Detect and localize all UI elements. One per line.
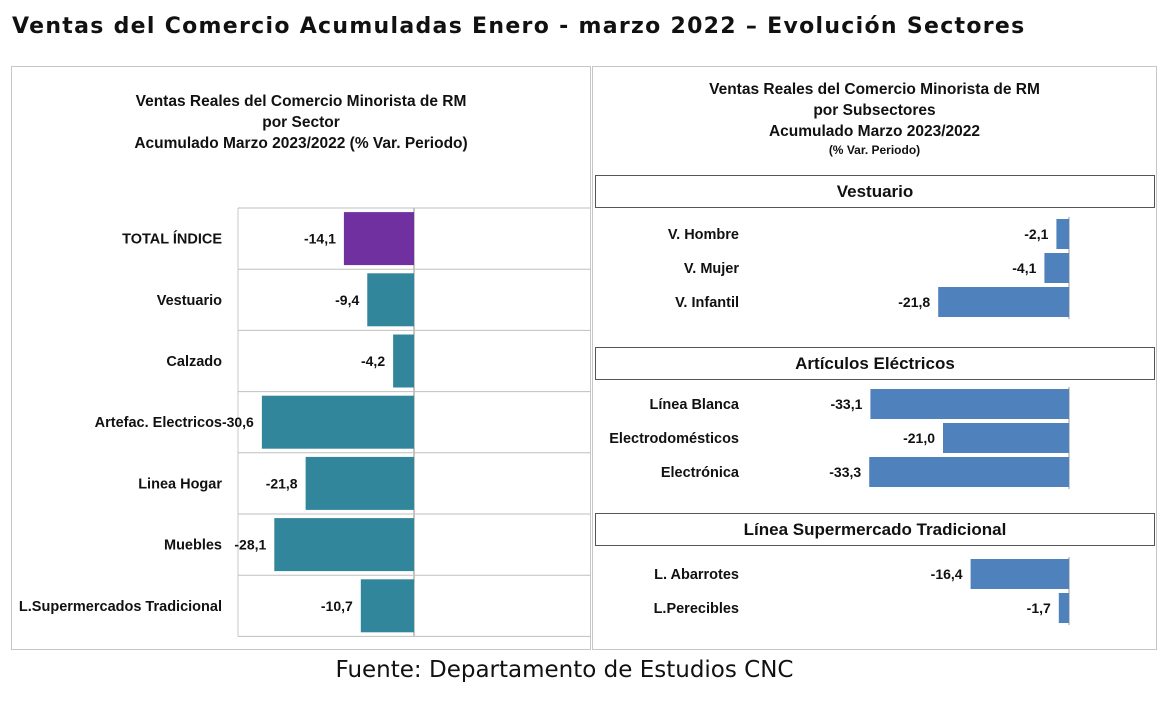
category-label: Linea Hogar <box>138 476 222 492</box>
value-label: -33,1 <box>830 396 862 412</box>
page-title: Ventas del Comercio Acumuladas Enero - m… <box>12 14 1026 39</box>
value-label: -30,6 <box>222 414 254 430</box>
value-label: -21,0 <box>903 430 935 446</box>
category-label: Vestuario <box>157 293 222 309</box>
subsector-chart-subtitle: (% Var. Periodo) <box>828 143 921 157</box>
group-header-supermercado-tradicional: Línea Supermercado Tradicional <box>595 513 1155 546</box>
bar-4 <box>305 456 414 510</box>
source-note: Fuente: Departamento de Estudios CNC <box>335 657 794 683</box>
category-label: V. Infantil <box>675 295 739 311</box>
value-label: -10,7 <box>321 598 353 614</box>
bar-0-2 <box>938 287 1069 317</box>
group-header-articulos-electricos: Artículos Eléctricos <box>595 347 1155 380</box>
category-label: Electrónica <box>661 465 740 481</box>
bar-2-1 <box>1058 593 1069 623</box>
bar-1-2 <box>869 457 1069 487</box>
sector-chart-title-line: Acumulado Marzo 2023/2022 (% Var. Period… <box>134 135 468 152</box>
category-label: V. Hombre <box>668 227 739 243</box>
group-header-vestuario: Vestuario <box>595 175 1155 208</box>
subsector-bar-chart: V. Hombre -2,1 V. Mujer -4,1 V. Infantil -21,… <box>609 217 1070 625</box>
value-label: -9,4 <box>335 292 359 308</box>
sector-bar-chart: TOTAL ÍNDICE -14,1 Vestuario -9,4 Calzado -4,… <box>19 207 590 637</box>
bar-2 <box>393 334 414 388</box>
bar-1-0 <box>870 389 1069 419</box>
category-label: Electrodomésticos <box>609 431 739 447</box>
value-label: -21,8 <box>266 475 298 491</box>
category-label: L. Abarrotes <box>654 567 739 583</box>
subsector-chart-panel: Ventas Reales del Comercio Minorista de … <box>592 66 1157 650</box>
category-label: TOTAL ÍNDICE <box>122 231 222 248</box>
category-label: V. Mujer <box>684 261 739 277</box>
subsector-chart-title-line: Acumulado Marzo 2023/2022 <box>768 123 981 140</box>
value-label: -4,2 <box>361 353 385 369</box>
sector-chart-panel: Ventas Reales del Comercio Minorista de … <box>11 66 591 650</box>
sector-chart-title: Ventas Reales del Comercio Minorista de … <box>12 91 590 154</box>
bar-5 <box>274 518 414 572</box>
bar-1 <box>367 273 414 327</box>
sector-chart-title-line: por Sector <box>262 114 340 131</box>
value-label: -33,3 <box>829 464 861 480</box>
subsector-chart-title-line: por Subsectores <box>813 102 936 119</box>
value-label: -21,8 <box>898 294 930 310</box>
value-label: -28,1 <box>234 537 266 553</box>
value-label: -2,1 <box>1024 226 1048 242</box>
subsector-chart-title: Ventas Reales del Comercio Minorista de … <box>593 79 1156 159</box>
category-label: L.Perecibles <box>654 601 739 617</box>
value-label: -1,7 <box>1027 600 1051 616</box>
category-label: Muebles <box>164 538 222 554</box>
sector-chart-title-line: Ventas Reales del Comercio Minorista de … <box>135 93 467 110</box>
bar-1-1 <box>943 423 1069 453</box>
bar-0-1 <box>1044 253 1069 283</box>
subsector-chart-title-line: Ventas Reales del Comercio Minorista de … <box>709 81 1040 98</box>
value-label: -14,1 <box>304 231 336 247</box>
bar-6 <box>360 579 414 633</box>
category-label: Línea Blanca <box>650 397 740 413</box>
category-label: Calzado <box>166 354 222 370</box>
bar-0-0 <box>1056 219 1069 249</box>
bar-3 <box>261 395 414 449</box>
value-label: -4,1 <box>1012 260 1036 276</box>
bar-0 <box>343 212 414 266</box>
category-label: Artefac. Electricos <box>95 415 222 431</box>
bar-2-0 <box>970 559 1069 589</box>
category-label: L.Supermercados Tradicional <box>19 599 222 615</box>
value-label: -16,4 <box>931 566 963 582</box>
